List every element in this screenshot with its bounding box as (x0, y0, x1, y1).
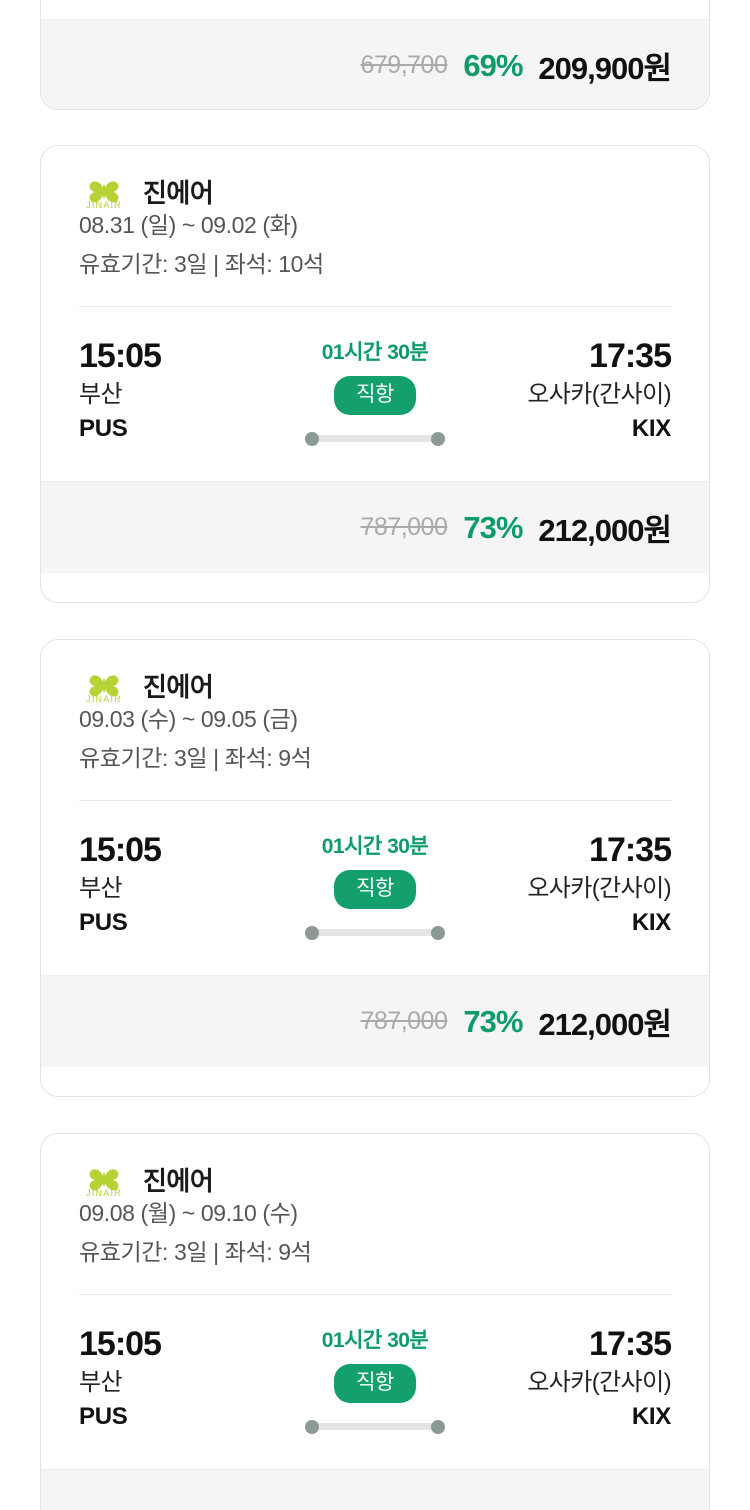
route-dot-origin (305, 431, 319, 446)
departure-block: 15:05 부산 PUS (79, 829, 229, 941)
svg-text:JINAIR: JINAIR (86, 200, 122, 209)
discount-percent: 73% (463, 509, 523, 545)
flight-middle: 01시간 30분 직항 (229, 1323, 521, 1434)
route-dot-origin (305, 925, 319, 940)
departure-time: 15:05 (79, 337, 162, 376)
flight-itinerary: 15:05 부산 PUS 01시간 30분 직항 17:35 오사카(간사이) … (41, 1295, 709, 1469)
departure-code: PUS (79, 1403, 128, 1431)
flight-duration: 01시간 30분 (321, 1329, 429, 1353)
arrival-time: 17:35 (589, 831, 672, 870)
arrival-city: 오사카(간사이) (527, 1368, 671, 1396)
flight-card-partial-top[interactable]: 679,700 69% 209,900원 (40, 0, 710, 110)
route-line-icon (305, 925, 445, 940)
arrival-block: 17:35 오사카(간사이) KIX (521, 1323, 672, 1435)
butterfly-icon: JINAIR (79, 176, 129, 210)
validity-and-seats: 유효기간: 3일 | 좌석: 9석 (79, 745, 312, 772)
flight-card-2[interactable]: JINAIR 진에어 09.03 (수) ~ 09.05 (금) 유효기간: 3… (40, 639, 710, 1097)
departure-city: 부산 (79, 1368, 123, 1396)
arrival-code: KIX (631, 415, 671, 443)
validity-and-seats: 유효기간: 3일 | 좌석: 9석 (79, 1239, 312, 1266)
section-divider (79, 306, 671, 308)
date-range: 09.03 (수) ~ 09.05 (금) (79, 706, 298, 732)
nonstop-badge: 직항 (334, 870, 416, 909)
flight-middle: 01시간 30분 직항 (229, 335, 521, 446)
arrival-block: 17:35 오사카(간사이) KIX (521, 335, 672, 447)
date-range: 09.08 (월) ~ 09.10 (수) (79, 1200, 298, 1226)
arrival-block: 17:35 오사카(간사이) KIX (521, 829, 672, 941)
nonstop-badge: 직항 (334, 1364, 416, 1403)
departure-city: 부산 (79, 380, 123, 408)
airline-header: JINAIR 진에어 (41, 640, 709, 703)
route-bar (312, 435, 438, 443)
route-dot-destination (431, 431, 445, 446)
flight-card-3[interactable]: JINAIR 진에어 09.08 (월) ~ 09.10 (수) 유효기간: 3… (40, 1133, 710, 1510)
route-dot-destination (431, 925, 445, 940)
flight-card-1[interactable]: JINAIR 진에어 08.31 (일) ~ 09.02 (화) 유효기간: 3… (40, 145, 710, 603)
card-meta: 09.03 (수) ~ 09.05 (금) 유효기간: 3일 | 좌석: 9석 (41, 700, 709, 778)
original-price: 787,000 (360, 1007, 448, 1036)
departure-block: 15:05 부산 PUS (79, 1323, 229, 1435)
route-dot-origin (305, 1419, 319, 1434)
original-price: 679,700 (360, 51, 448, 79)
flight-duration: 01시간 30분 (321, 341, 429, 365)
departure-block: 15:05 부산 PUS (79, 335, 229, 447)
departure-time: 15:05 (79, 831, 162, 870)
section-divider (79, 800, 671, 802)
nonstop-badge: 직항 (334, 376, 416, 415)
route-bar (312, 1423, 438, 1431)
final-price: 209,900원 (538, 51, 672, 86)
price-footer: 787,000 73% 212,000원 (41, 975, 709, 1068)
route-bar (312, 929, 438, 937)
airline-header: JINAIR 진에어 (41, 1134, 709, 1197)
price-footer (41, 1469, 709, 1510)
route-dot-destination (431, 1419, 445, 1434)
discount-percent: 69% (463, 47, 523, 83)
arrival-code: KIX (631, 909, 671, 937)
final-price: 212,000원 (538, 513, 672, 549)
arrival-city: 오사카(간사이) (527, 874, 671, 902)
price-footer: 679,700 69% 209,900원 (41, 19, 709, 109)
date-range: 08.31 (일) ~ 09.02 (화) (79, 212, 298, 238)
route-line-icon (305, 431, 445, 446)
flight-duration: 01시간 30분 (321, 835, 429, 859)
departure-time: 15:05 (79, 1325, 162, 1364)
validity-and-seats: 유효기간: 3일 | 좌석: 10석 (79, 251, 324, 278)
arrival-code: KIX (631, 1403, 671, 1431)
airline-name: 진에어 (143, 1166, 214, 1196)
airline-name: 진에어 (143, 178, 214, 208)
svg-text:JINAIR: JINAIR (86, 1188, 122, 1197)
arrival-city: 오사카(간사이) (527, 380, 671, 408)
flight-itinerary: 15:05 부산 PUS 01시간 30분 직항 17:35 오사카(간사이) … (41, 801, 709, 975)
section-divider (79, 1294, 671, 1296)
butterfly-icon: JINAIR (79, 670, 129, 704)
flight-middle: 01시간 30분 직항 (229, 829, 521, 940)
airline-name: 진에어 (143, 672, 214, 702)
route-line-icon (305, 1419, 445, 1434)
departure-code: PUS (79, 415, 128, 443)
butterfly-icon: JINAIR (79, 1164, 129, 1198)
flight-itinerary: 15:05 부산 PUS 01시간 30분 직항 17:35 오사카(간사이) … (41, 307, 709, 481)
price-footer: 787,000 73% 212,000원 (41, 481, 709, 574)
arrival-time: 17:35 (589, 1325, 672, 1364)
svg-text:JINAIR: JINAIR (86, 694, 122, 703)
departure-city: 부산 (79, 874, 123, 902)
card-meta: 09.08 (월) ~ 09.10 (수) 유효기간: 3일 | 좌석: 9석 (41, 1194, 709, 1272)
arrival-time: 17:35 (589, 337, 672, 376)
airline-header: JINAIR 진에어 (41, 146, 709, 209)
discount-percent: 73% (463, 1003, 523, 1039)
final-price: 212,000원 (538, 1007, 672, 1043)
card-meta: 08.31 (일) ~ 09.02 (화) 유효기간: 3일 | 좌석: 10석 (41, 206, 709, 284)
departure-code: PUS (79, 909, 128, 937)
original-price: 787,000 (360, 513, 448, 542)
